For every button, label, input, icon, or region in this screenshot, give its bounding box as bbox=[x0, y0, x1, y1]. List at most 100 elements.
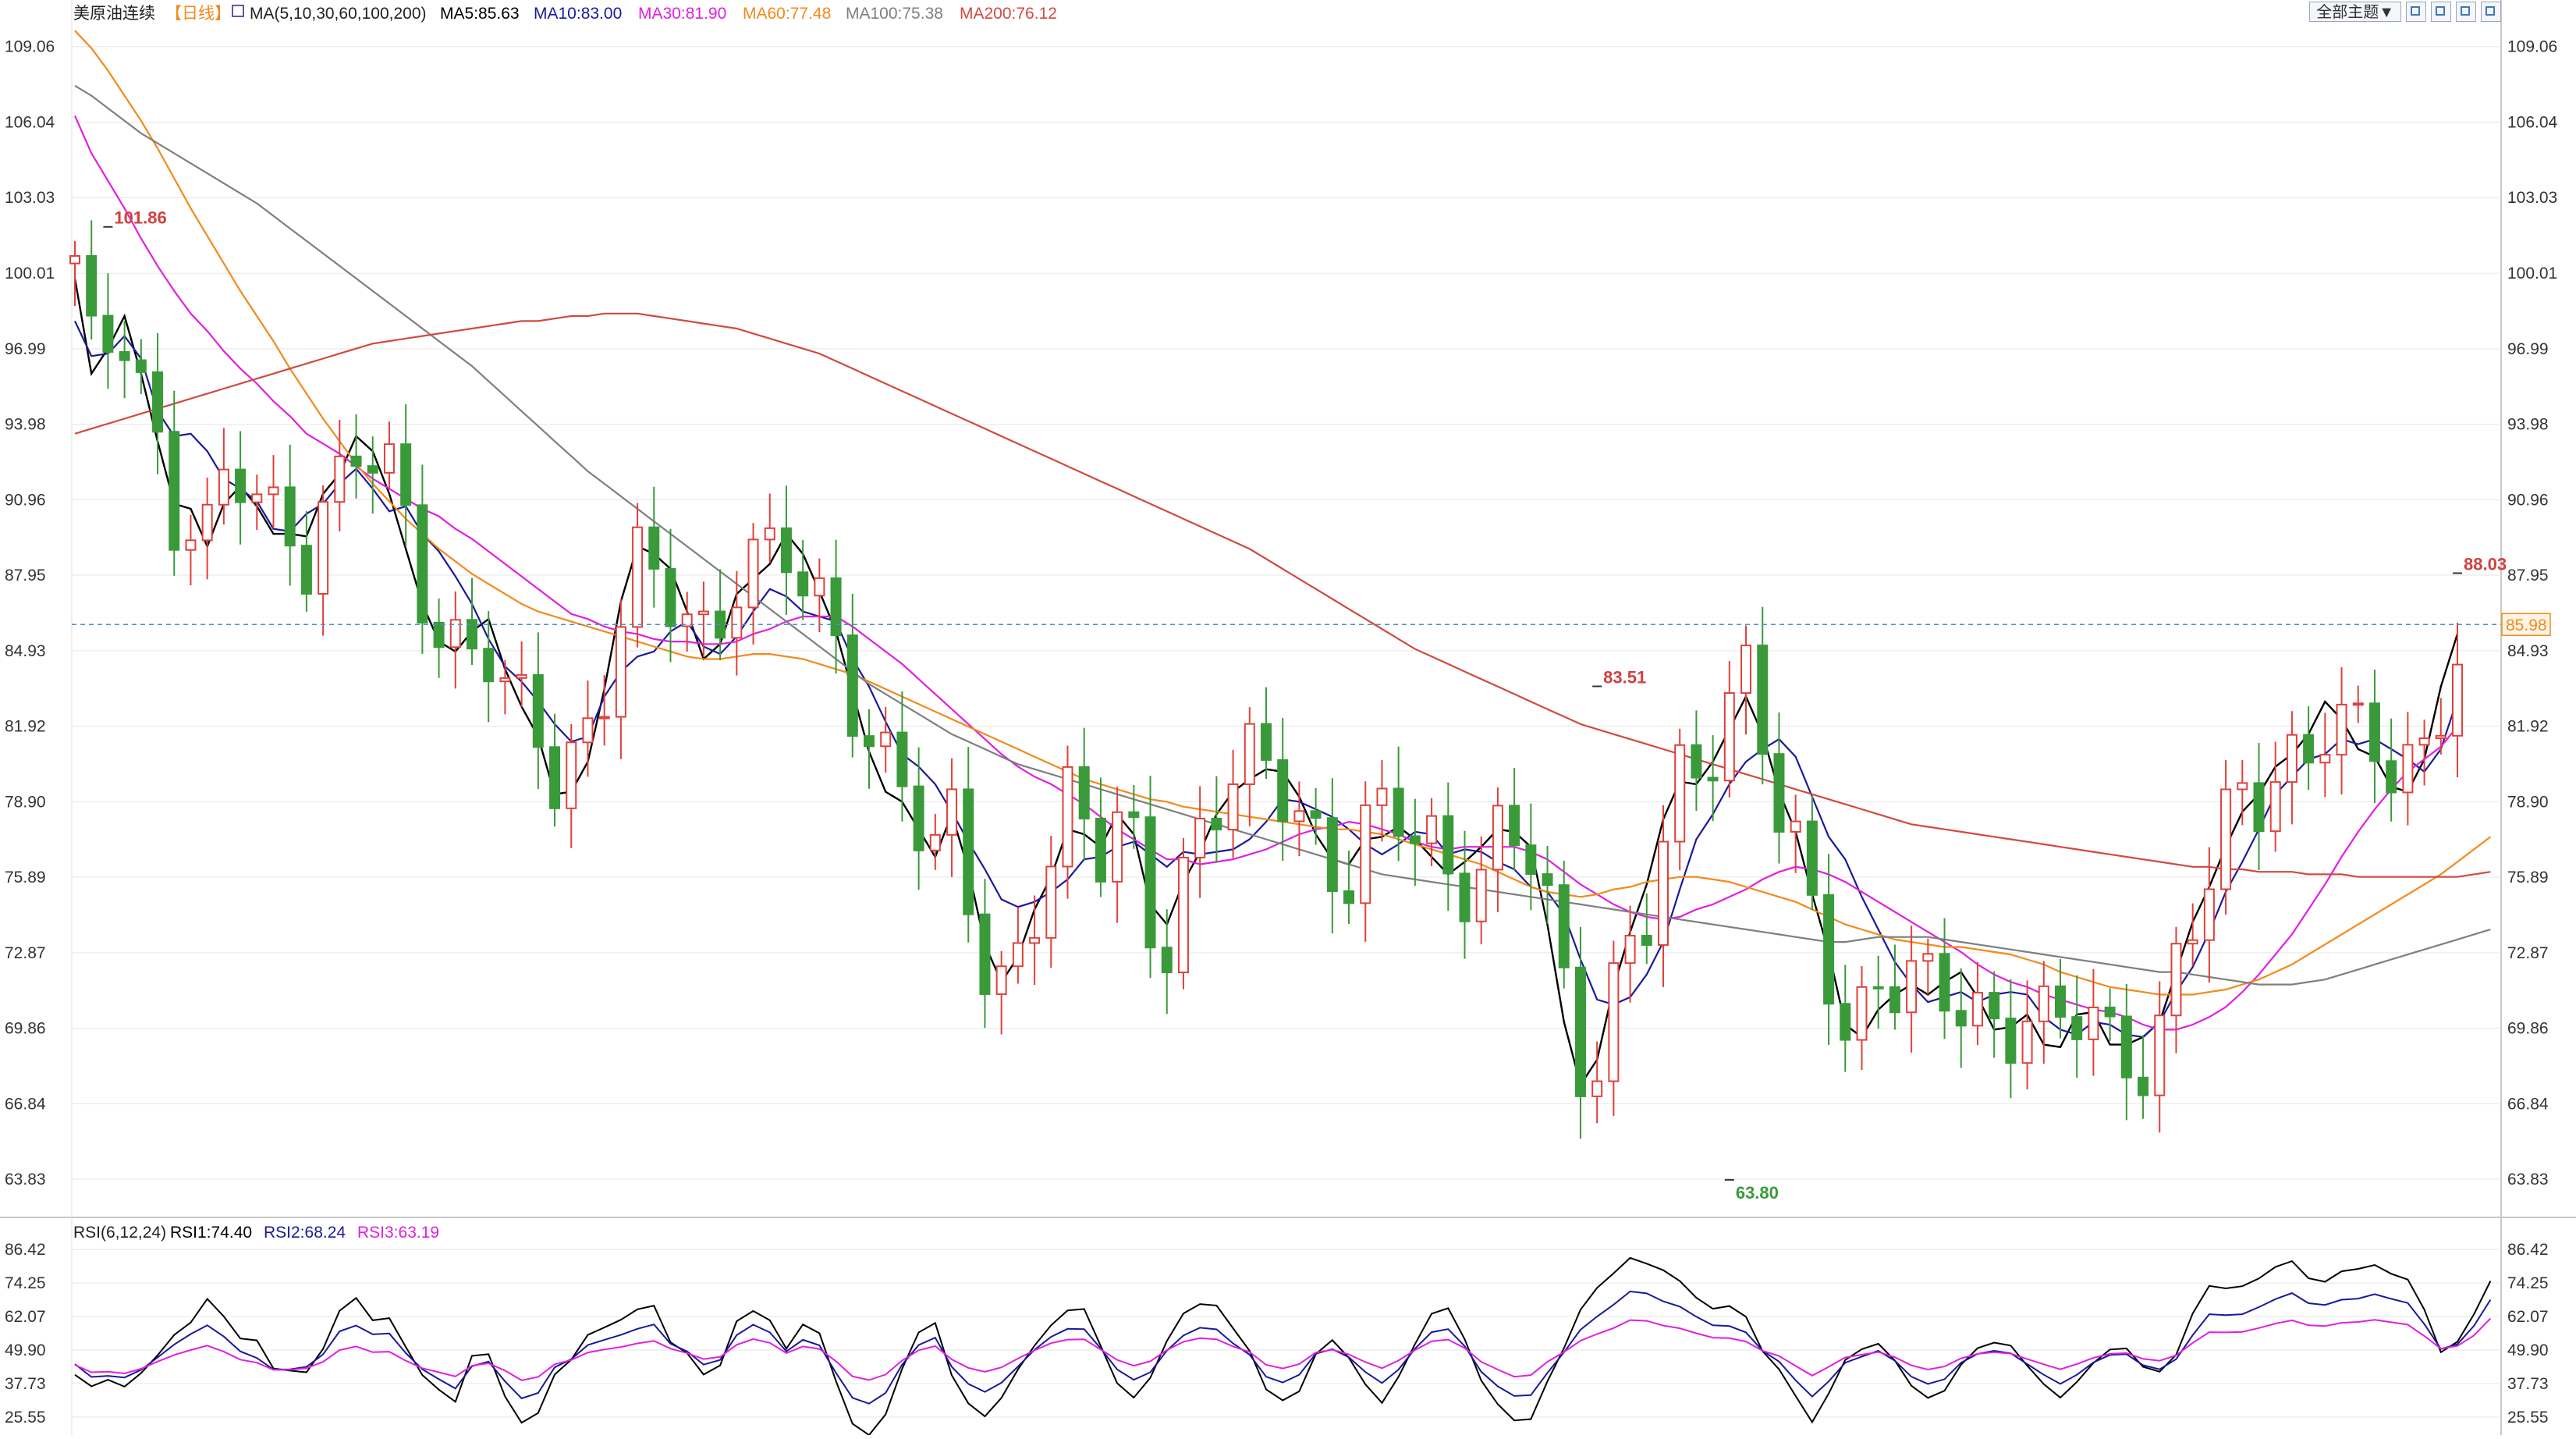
rsi-params-label: RSI(6,12,24) bbox=[73, 1224, 166, 1242]
candle-body bbox=[2120, 1015, 2132, 1078]
symbol-title: 美原油连续 bbox=[73, 5, 155, 23]
rsi2-value: RSI2:68.24 bbox=[264, 1224, 346, 1242]
candle-body bbox=[566, 741, 577, 809]
low-annotation-label: 63.80 bbox=[1736, 1183, 1779, 1203]
candle-body bbox=[2071, 1016, 2083, 1040]
candle-body bbox=[632, 526, 644, 628]
candlestick-layer bbox=[69, 220, 2463, 1139]
candle-body bbox=[235, 468, 247, 503]
candle-body bbox=[665, 567, 676, 627]
candle-body bbox=[532, 673, 544, 748]
candle-body bbox=[2005, 1018, 2017, 1064]
candle-body bbox=[2237, 782, 2248, 791]
candle-body bbox=[1740, 645, 1752, 695]
candle-body bbox=[1542, 873, 1553, 886]
right-price-tick-label: 93.98 bbox=[2507, 416, 2549, 434]
candle-body bbox=[648, 526, 660, 570]
left-price-tick-label: 78.90 bbox=[5, 793, 46, 811]
candle-body bbox=[1971, 992, 1983, 1027]
candle-body bbox=[1277, 759, 1289, 823]
ma10-line bbox=[74, 320, 2459, 1039]
candle-body bbox=[1509, 805, 1520, 847]
candle-body bbox=[1823, 894, 1835, 1005]
left-price-tick-label: 96.99 bbox=[5, 340, 46, 358]
candle-body bbox=[929, 833, 941, 851]
left-rsi-tick-label: 37.73 bbox=[5, 1375, 46, 1393]
candle-body bbox=[2187, 939, 2198, 945]
left-price-tick-label: 81.92 bbox=[5, 718, 46, 736]
candle-body bbox=[1177, 856, 1189, 974]
candle-body bbox=[830, 577, 842, 637]
layout-two-icon[interactable] bbox=[2431, 2, 2451, 22]
candle-body bbox=[119, 350, 130, 361]
candle-body bbox=[499, 677, 511, 683]
candle-body bbox=[1757, 645, 1769, 755]
candle-body bbox=[1558, 884, 1570, 968]
candle-body bbox=[2452, 663, 2463, 737]
candle-body bbox=[2303, 734, 2315, 764]
candle-body bbox=[1426, 815, 1438, 844]
candle-body bbox=[864, 735, 875, 748]
candle-body bbox=[1261, 723, 1272, 761]
right-price-tick-label: 81.92 bbox=[2507, 718, 2549, 736]
layout-one-icon[interactable] bbox=[2406, 2, 2426, 22]
left-price-tick-label: 103.03 bbox=[5, 189, 55, 207]
candle-body bbox=[963, 788, 974, 915]
candle-body bbox=[880, 731, 892, 748]
layout-three-icon[interactable] bbox=[2456, 2, 2476, 22]
candle-body bbox=[433, 621, 445, 648]
candle-body bbox=[1790, 820, 1801, 833]
candle-body bbox=[2402, 744, 2414, 794]
right-price-tick-label: 75.89 bbox=[2507, 869, 2549, 886]
candle-body bbox=[979, 913, 991, 995]
right-price-tick-label: 72.87 bbox=[2507, 944, 2549, 962]
right-rsi-tick-label: 37.73 bbox=[2507, 1375, 2549, 1393]
candle-body bbox=[169, 431, 180, 551]
candle-body bbox=[218, 468, 229, 506]
candle-body bbox=[1393, 787, 1404, 837]
rsi1-line bbox=[74, 1256, 2492, 1437]
candle-body bbox=[2435, 734, 2446, 739]
candle-body bbox=[1128, 811, 1140, 819]
candle-body bbox=[1326, 817, 1338, 892]
right-rsi-tick-label: 74.25 bbox=[2507, 1274, 2549, 1292]
candle-body bbox=[483, 648, 495, 683]
candle-body bbox=[681, 613, 693, 627]
candle-body bbox=[185, 539, 197, 551]
ma5-value: MA5:85.63 bbox=[440, 5, 520, 23]
candle-body bbox=[318, 501, 329, 595]
candle-body bbox=[582, 717, 594, 744]
left-price-tick-label: 100.01 bbox=[5, 265, 55, 282]
right-price-tick-label: 90.96 bbox=[2507, 491, 2549, 509]
chart-toolbar: 全部主题▼ bbox=[2309, 0, 2501, 23]
candle-body bbox=[1889, 986, 1900, 1014]
indicator-settings-icon[interactable] bbox=[232, 5, 244, 17]
candle-body bbox=[1343, 890, 1355, 904]
left-price-tick-label: 90.96 bbox=[5, 491, 46, 509]
left-rsi-tick-label: 74.25 bbox=[5, 1274, 46, 1292]
rsi3-value: RSI3:63.19 bbox=[357, 1224, 439, 1242]
candle-body bbox=[2352, 702, 2364, 706]
candle-body bbox=[913, 785, 924, 851]
candle-body bbox=[383, 443, 395, 474]
candle-body bbox=[1062, 766, 1073, 868]
candle-body bbox=[764, 527, 775, 541]
ma200-line bbox=[74, 312, 2491, 878]
candle-body bbox=[300, 545, 312, 595]
candle-body bbox=[449, 619, 461, 648]
rsi2-line bbox=[74, 1290, 2492, 1405]
ma30-value: MA30:81.90 bbox=[638, 5, 726, 23]
candle-body bbox=[2386, 760, 2397, 794]
rsi1-value: RSI1:74.40 bbox=[170, 1224, 252, 1242]
candle-body bbox=[268, 486, 279, 496]
candle-body bbox=[731, 606, 743, 639]
left-price-tick-label: 72.87 bbox=[5, 944, 46, 962]
ma60-value: MA60:77.48 bbox=[743, 5, 831, 23]
candle-body bbox=[780, 527, 792, 574]
right-price-tick-label: 109.06 bbox=[2507, 38, 2557, 56]
theme-dropdown-button[interactable]: 全部主题▼ bbox=[2309, 2, 2401, 22]
layout-four-icon[interactable] bbox=[2481, 2, 2501, 22]
left-rsi-tick-label: 25.55 bbox=[5, 1409, 46, 1427]
candle-body bbox=[152, 371, 164, 433]
